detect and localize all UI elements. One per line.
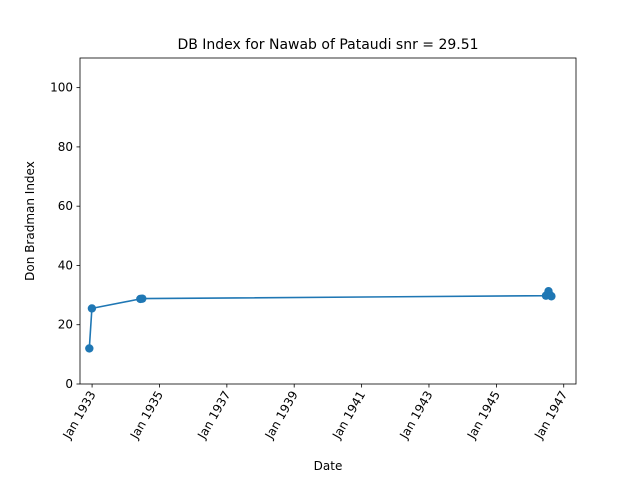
y-tick-label: 80 (58, 140, 73, 154)
chart-title: DB Index for Nawab of Pataudi snr = 29.5… (177, 37, 478, 53)
y-tick-label: 40 (58, 258, 73, 272)
data-point (138, 294, 147, 303)
plot-area (79, 57, 577, 385)
series-layer (85, 287, 556, 353)
data-point (85, 344, 94, 353)
y-tick-label: 0 (65, 377, 73, 391)
y-tick-label: 60 (58, 199, 73, 213)
data-point (547, 292, 556, 301)
y-tick-label: 100 (50, 81, 73, 95)
y-axis: 0 20 40 60 80 100 (50, 81, 80, 391)
y-axis-label: Don Bradman Index (23, 161, 37, 281)
x-axis-label: Date (314, 459, 343, 473)
plot-frame (79, 57, 577, 385)
data-point (87, 304, 97, 313)
y-tick-label: 20 (58, 318, 73, 332)
